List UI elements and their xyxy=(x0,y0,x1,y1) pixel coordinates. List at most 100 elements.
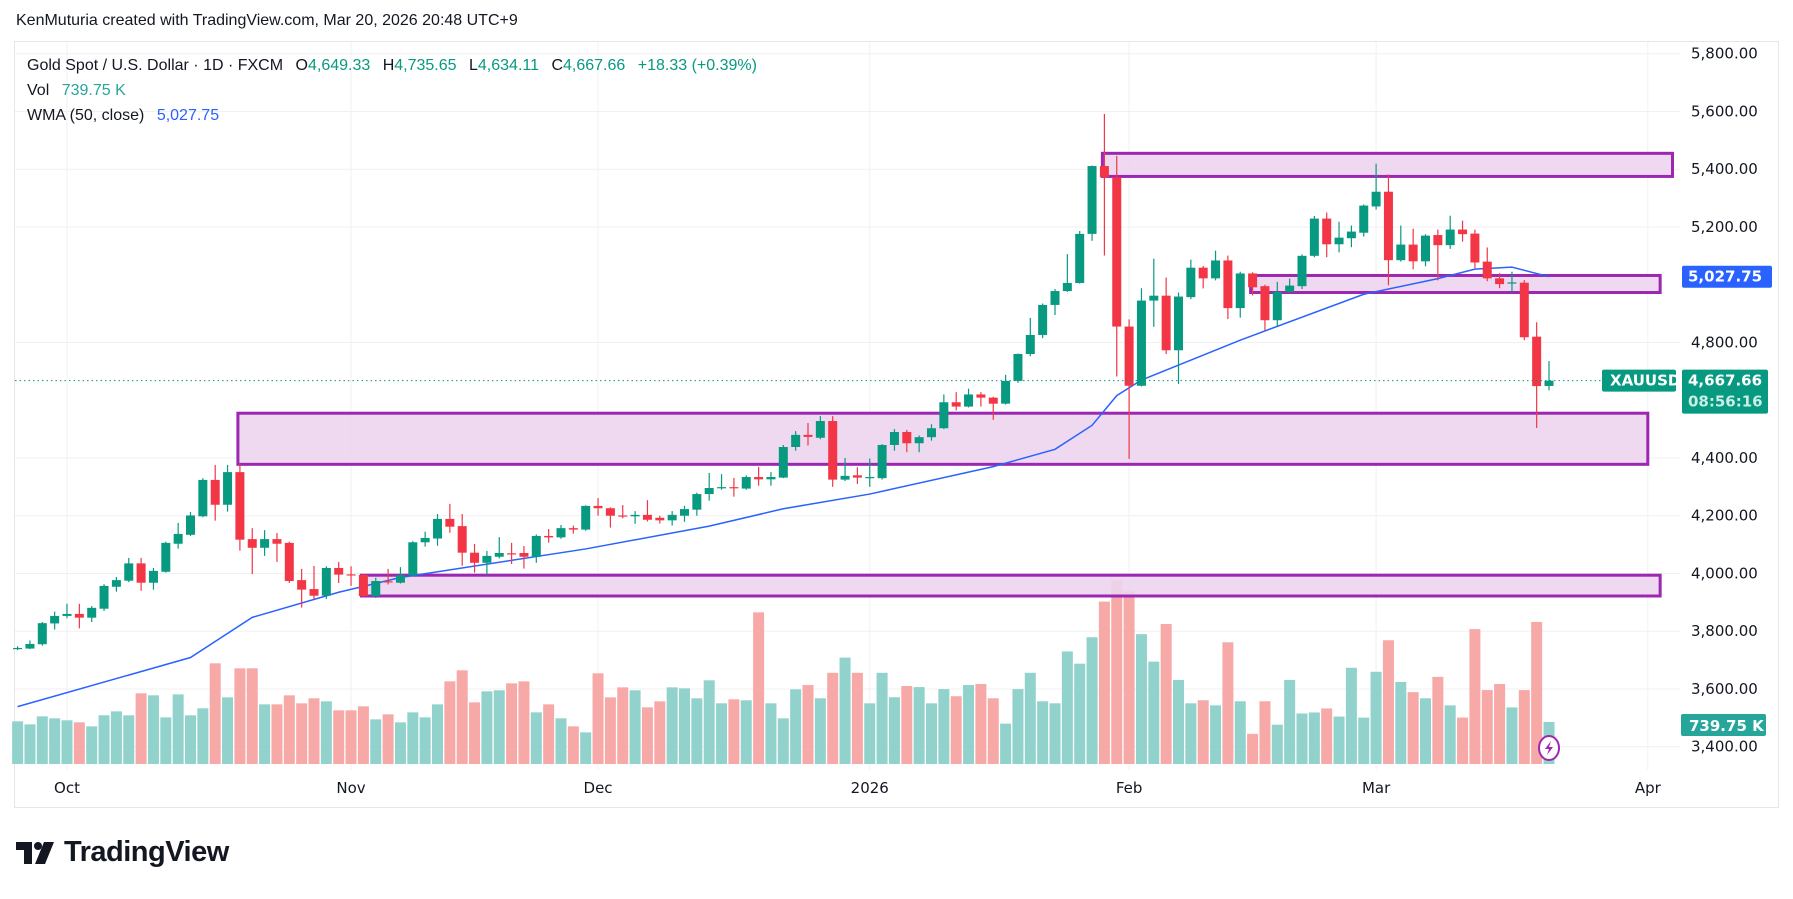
candle xyxy=(482,550,492,575)
candle-body xyxy=(531,535,541,557)
volume-bar xyxy=(1160,624,1172,764)
price-tick-label: 4,800.00 xyxy=(1691,333,1758,351)
candle-body xyxy=(1346,231,1356,239)
candle xyxy=(148,567,158,590)
volume-bar xyxy=(1457,717,1469,764)
candle-body xyxy=(741,477,751,489)
candle xyxy=(1211,250,1221,281)
candle-body xyxy=(136,563,146,583)
candle-body xyxy=(1235,273,1245,309)
volume-bar xyxy=(1506,707,1518,764)
volume-bar xyxy=(123,715,135,764)
candle xyxy=(803,423,813,446)
tradingview-logo[interactable]: TradingView xyxy=(16,836,229,869)
candle-body xyxy=(1050,291,1060,305)
candle-body xyxy=(704,488,714,495)
volume-bar xyxy=(592,673,604,764)
candle-body xyxy=(902,431,912,444)
time-tick-label: 2026 xyxy=(851,779,889,797)
volume-bar xyxy=(1308,712,1320,764)
candle xyxy=(1396,225,1406,262)
price-tick-label: 4,000.00 xyxy=(1691,564,1758,582)
candle-body xyxy=(1136,300,1146,386)
candle xyxy=(457,513,467,566)
candle-body xyxy=(1495,278,1505,285)
volume-bar xyxy=(1000,723,1012,764)
volume-bars xyxy=(12,580,1555,764)
volume-bar xyxy=(987,698,999,764)
candle-body xyxy=(1223,260,1233,309)
volume-bar xyxy=(308,698,320,764)
price-tick-label: 4,200.00 xyxy=(1691,507,1758,525)
zone-rectangle xyxy=(1100,151,1674,178)
volume-bar xyxy=(1074,663,1086,764)
candle xyxy=(1223,255,1233,320)
volume-bar xyxy=(518,681,530,764)
candle xyxy=(976,392,986,407)
candle-body xyxy=(1396,244,1406,261)
legend-volume-row: Vol 739.75 K xyxy=(27,78,757,103)
candle-body xyxy=(1383,191,1393,261)
candle-body xyxy=(1408,244,1418,262)
volume-bar xyxy=(394,722,406,764)
volume-bar xyxy=(493,690,505,764)
candle xyxy=(655,515,665,524)
candle-body xyxy=(655,517,665,521)
price-tick-label: 5,400.00 xyxy=(1691,160,1758,178)
volume-bar xyxy=(1518,690,1530,764)
candle-body xyxy=(828,421,838,480)
volume-label[interactable]: Vol xyxy=(27,82,50,99)
candle-body xyxy=(1285,285,1295,292)
candle xyxy=(272,533,282,562)
candle-body xyxy=(964,394,974,407)
zone-rectangle xyxy=(1249,273,1662,295)
candle-body xyxy=(235,472,245,540)
candle xyxy=(445,503,455,533)
candle xyxy=(1186,259,1196,300)
candle-body xyxy=(1322,218,1332,245)
volume-bar xyxy=(24,724,36,764)
candle xyxy=(1519,280,1529,341)
candle xyxy=(99,584,109,612)
candle xyxy=(1260,284,1270,331)
candle-body xyxy=(1260,286,1270,321)
candle-body xyxy=(210,479,220,505)
candle xyxy=(865,458,875,487)
high-label: H xyxy=(382,57,395,74)
candle-body xyxy=(309,589,319,596)
candle xyxy=(371,577,381,599)
candle xyxy=(186,511,195,536)
volume-bar xyxy=(1407,692,1419,764)
candle xyxy=(519,546,529,569)
candle xyxy=(1285,278,1295,294)
candle-body xyxy=(988,397,998,404)
candle-body xyxy=(927,428,936,438)
volume-bar xyxy=(222,697,234,764)
volume-bar xyxy=(604,697,616,764)
volume-bar xyxy=(1111,580,1123,764)
volume-bar xyxy=(1395,681,1407,764)
candle-body xyxy=(1025,334,1035,355)
volume-bar xyxy=(345,710,357,764)
candle-body xyxy=(729,487,739,489)
candle xyxy=(1322,212,1332,258)
candle xyxy=(260,530,270,556)
candle xyxy=(1235,271,1245,318)
wma-label[interactable]: WMA (50, close) xyxy=(27,107,145,124)
symbol-title[interactable]: Gold Spot / U.S. Dollar · 1D · FXCM xyxy=(27,57,284,74)
candle-body xyxy=(1445,229,1455,246)
candle-body xyxy=(1359,205,1369,233)
candle xyxy=(741,475,751,490)
lightning-icon[interactable] xyxy=(1538,735,1560,761)
candle xyxy=(680,505,689,522)
volume-bar xyxy=(36,716,48,764)
volume-bar xyxy=(1123,591,1135,764)
candle-body xyxy=(889,431,899,445)
candle-body xyxy=(544,535,554,538)
candle xyxy=(964,388,974,408)
volume-bar xyxy=(1259,701,1271,764)
volume-bar xyxy=(691,698,703,764)
candle-body xyxy=(321,567,331,596)
candle-body xyxy=(198,479,208,517)
